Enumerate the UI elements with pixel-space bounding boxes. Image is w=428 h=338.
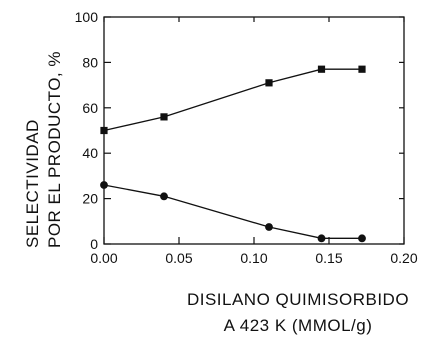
y-tick-label: 40	[82, 145, 98, 161]
series-1-line	[103, 68, 362, 132]
y-tick-label: 0	[90, 236, 98, 252]
y-tick-label: 60	[82, 100, 98, 116]
series-2-point	[100, 181, 108, 189]
series-2-point	[160, 192, 168, 201]
y-axis-title-line-1: SELECTIVIDAD	[23, 119, 42, 248]
series-2-line	[103, 184, 362, 239]
y-tick-label: 100	[75, 9, 99, 25]
series-2-point	[317, 234, 326, 243]
y-axis-title-line-2: POR EL PRODUCTO, %	[45, 51, 64, 248]
series-1-point	[317, 65, 326, 73]
series-2-point	[265, 223, 273, 231]
series-1-point	[160, 113, 168, 121]
x-tick-label: 0.00	[90, 250, 117, 266]
x-tick-label: 0.20	[390, 250, 417, 266]
x-axis-title-line-2: A 423 K (MMOL/g)	[224, 316, 373, 335]
data-series	[100, 65, 366, 243]
series-1-point	[265, 79, 273, 87]
series-2-point	[358, 234, 366, 243]
x-tick-label: 0.15	[315, 250, 342, 266]
y-tick-label: 80	[82, 54, 98, 70]
axis-ticks: 0 20 40 60 80 100 0.00 0.05 0.10 0.15 0.20	[75, 9, 418, 266]
x-tick-label: 0.05	[165, 250, 192, 266]
x-axis-title-line-1: DISILANO QUIMISORBIDO	[187, 290, 409, 309]
x-tick-label: 0.10	[240, 250, 267, 266]
series-1-point	[100, 126, 108, 135]
series-1-point	[358, 65, 366, 73]
plot-frame	[103, 16, 405, 245]
y-tick-label: 20	[82, 191, 98, 207]
